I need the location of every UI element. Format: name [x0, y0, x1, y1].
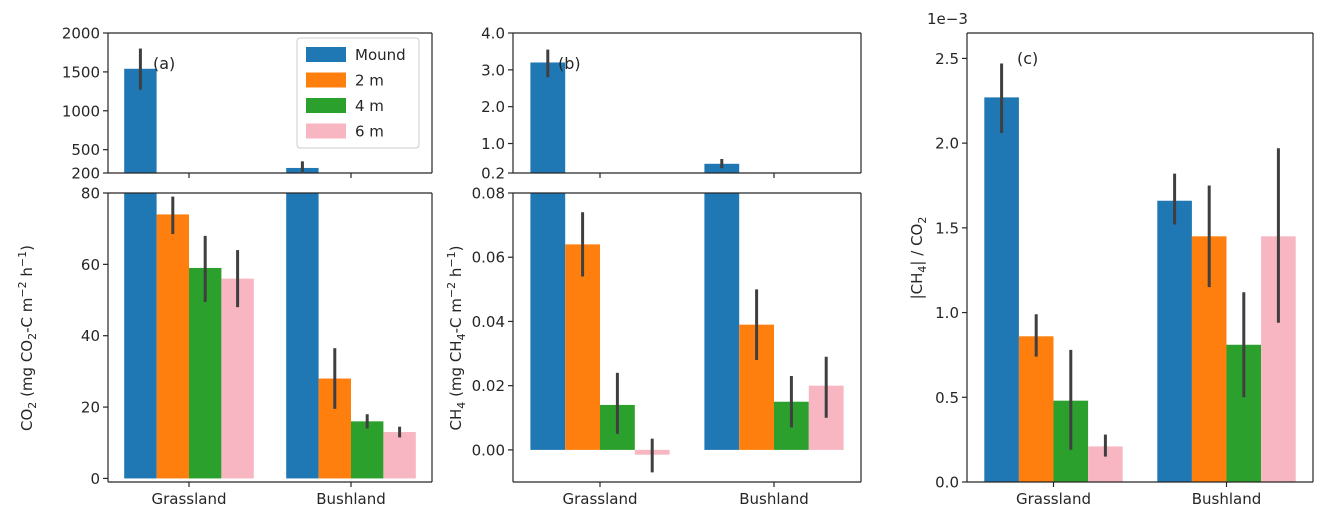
bar-6m-bushland	[383, 432, 416, 479]
y-axis-label-part: )	[447, 246, 465, 252]
y-axis-label-part: −1	[16, 251, 29, 267]
y-tick-label: 1.0	[481, 135, 505, 153]
y-tick-label: 2.5	[935, 50, 959, 68]
legend-swatch	[306, 98, 346, 113]
bar-2m-grassland	[1018, 336, 1054, 482]
x-tick-label: Grassland	[563, 490, 638, 506]
y-axis-label: CO2 (mg CO2-C m−2 h−1)	[16, 245, 39, 431]
legend-swatch	[306, 47, 346, 62]
y-axis-label-part: −2	[445, 282, 458, 298]
y-tick-label: 0.04	[472, 313, 505, 331]
y-tick-label: 0.06	[472, 249, 505, 267]
y-axis-label-part: (mg CH	[447, 340, 465, 401]
bar-Mound-bushland	[286, 193, 319, 479]
y-axis-label-part: 4	[455, 402, 468, 409]
axis-offset-text: 1e−3	[927, 10, 968, 28]
bar-4m-bushland	[351, 421, 384, 479]
y-tick-label: 4.0	[481, 25, 505, 43]
y-axis-label-part: 2	[26, 402, 39, 409]
y-tick-label: 0.0	[935, 474, 959, 492]
y-axis-label: CH4 (mg CH4-C m−2 h−1)	[445, 246, 468, 431]
y-axis-label-part: -C m	[18, 298, 36, 333]
bar-6m-grassland	[221, 278, 254, 479]
y-tick-label: 40	[81, 327, 100, 345]
legend-entry: 2 m	[355, 72, 384, 90]
legend-box	[296, 37, 420, 149]
x-tick-label: Grassland	[1016, 490, 1091, 506]
bar-2m-grassland	[156, 214, 189, 479]
bar-Mound-bushland	[1157, 200, 1192, 482]
y-axis-label: |CH4| / CO2	[908, 217, 929, 300]
y-axis-label-part: h	[18, 267, 36, 281]
legend-entry: Mound	[355, 46, 406, 64]
y-axis-label-part: CO	[18, 409, 36, 431]
y-tick-label: 3.0	[481, 61, 505, 79]
y-tick-label: 500	[71, 141, 100, 159]
panel-label: (b)	[558, 54, 581, 73]
y-axis-label-part: h	[447, 268, 465, 282]
y-tick-label: 0	[90, 470, 100, 488]
x-tick-label: Bushland	[1192, 490, 1262, 506]
y-axis-label-part: (mg CO	[18, 340, 36, 402]
legend-entry: 4 m	[355, 97, 384, 115]
y-axis-label-text: CH4 (mg CH4-C m−2 h−1)	[445, 246, 468, 431]
y-tick-label: 0.00	[472, 441, 505, 459]
bar-Mound-grassland	[124, 193, 157, 479]
y-axis-label-part: −1	[445, 251, 458, 267]
y-tick-label: 2.0	[935, 135, 959, 153]
y-axis-label-part: 2	[26, 333, 39, 340]
panel-label: (c)	[1017, 49, 1038, 68]
bar-Mound-bushland	[704, 193, 740, 450]
y-axis-label-part: CH	[447, 409, 465, 431]
bar-Mound-grassland	[530, 62, 566, 174]
y-axis-label-part: −2	[16, 281, 29, 297]
bar-Mound-grassland	[984, 97, 1019, 483]
x-tick-label: Bushland	[739, 490, 809, 506]
bar-2m-grassland	[565, 244, 600, 450]
y-tick-label: 1000	[62, 102, 100, 120]
y-tick-label: 0.08	[472, 185, 505, 203]
y-tick-label: 2.0	[481, 98, 505, 116]
bar-Mound-grassland	[530, 193, 566, 450]
y-tick-label: 1.0	[935, 304, 959, 322]
legend-swatch	[306, 123, 346, 139]
y-tick-label: 1500	[62, 63, 100, 81]
legend-entry: 6 m	[355, 123, 384, 141]
x-tick-label: Bushland	[316, 490, 386, 506]
y-axis-label-text: |CH4| / CO2	[908, 217, 929, 300]
y-tick-label: 200	[71, 165, 100, 183]
y-axis-label-part: -C m	[447, 298, 465, 333]
y-tick-label: 0.5	[935, 389, 959, 407]
y-tick-label: 60	[81, 256, 100, 274]
y-tick-label: 2000	[62, 25, 100, 43]
y-axis-label-text: CO2 (mg CO2-C m−2 h−1)	[16, 245, 39, 431]
y-axis-label-part: 4	[455, 333, 468, 340]
y-axis-label-part: 4	[916, 266, 929, 273]
y-axis-label-part: |CH	[908, 273, 926, 300]
y-axis-label-part: )	[18, 245, 36, 251]
y-tick-label: 0.02	[472, 377, 505, 395]
y-tick-label: 80	[81, 185, 100, 203]
y-tick-label: 0.2	[481, 165, 505, 183]
bar-4m-grassland	[189, 267, 222, 479]
y-tick-label: 1.5	[935, 219, 959, 237]
y-tick-label: 20	[81, 399, 100, 417]
bar-Mound-bushland	[704, 163, 740, 173]
legend-swatch	[306, 72, 346, 88]
y-axis-label-part: 2	[916, 217, 929, 224]
panel-label: (a)	[153, 54, 175, 73]
x-tick-label: Grassland	[152, 490, 227, 506]
y-axis-label-part: | / CO	[908, 224, 926, 266]
